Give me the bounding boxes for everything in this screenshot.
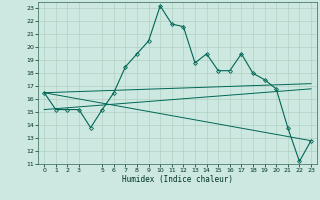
X-axis label: Humidex (Indice chaleur): Humidex (Indice chaleur): [122, 175, 233, 184]
